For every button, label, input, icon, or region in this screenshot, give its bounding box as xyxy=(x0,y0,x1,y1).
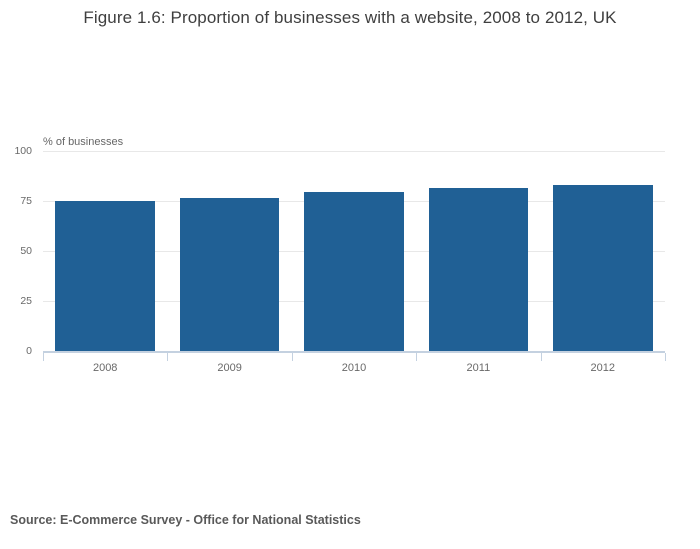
source-note: Source: E-Commerce Survey - Office for N… xyxy=(10,513,361,527)
x-axis-tick-1 xyxy=(167,353,169,361)
x-tick-label-2010: 2010 xyxy=(341,362,367,374)
bar-2008 xyxy=(55,201,155,351)
bar-2011 xyxy=(428,188,529,351)
y-tick-label-0: 0 xyxy=(26,345,32,357)
y-tick-label-50: 50 xyxy=(20,245,32,257)
chart-title: Figure 1.6: Proportion of businesses wit… xyxy=(83,8,617,27)
y-tick-label-75: 75 xyxy=(20,195,32,207)
y-axis-title: % of businesses xyxy=(43,136,124,148)
x-axis-tick-5 xyxy=(665,353,666,361)
x-axis-line xyxy=(43,351,665,353)
grid-line-100 xyxy=(43,151,665,152)
x-axis-tick-0 xyxy=(43,353,44,361)
y-tick-label-25: 25 xyxy=(20,295,32,307)
y-tick-label-100: 100 xyxy=(14,145,32,157)
bar-2012 xyxy=(553,185,653,351)
x-tick-label-2008: 2008 xyxy=(92,362,118,374)
bar-2010 xyxy=(304,192,404,351)
bar-2009 xyxy=(179,198,280,351)
x-tick-label-2009: 2009 xyxy=(217,362,242,374)
x-tick-label-2011: 2011 xyxy=(466,362,491,374)
x-axis-tick-2 xyxy=(291,353,293,361)
x-axis-tick-3 xyxy=(416,353,418,361)
x-tick-label-2012: 2012 xyxy=(590,362,616,374)
x-axis-tick-4 xyxy=(540,353,542,361)
